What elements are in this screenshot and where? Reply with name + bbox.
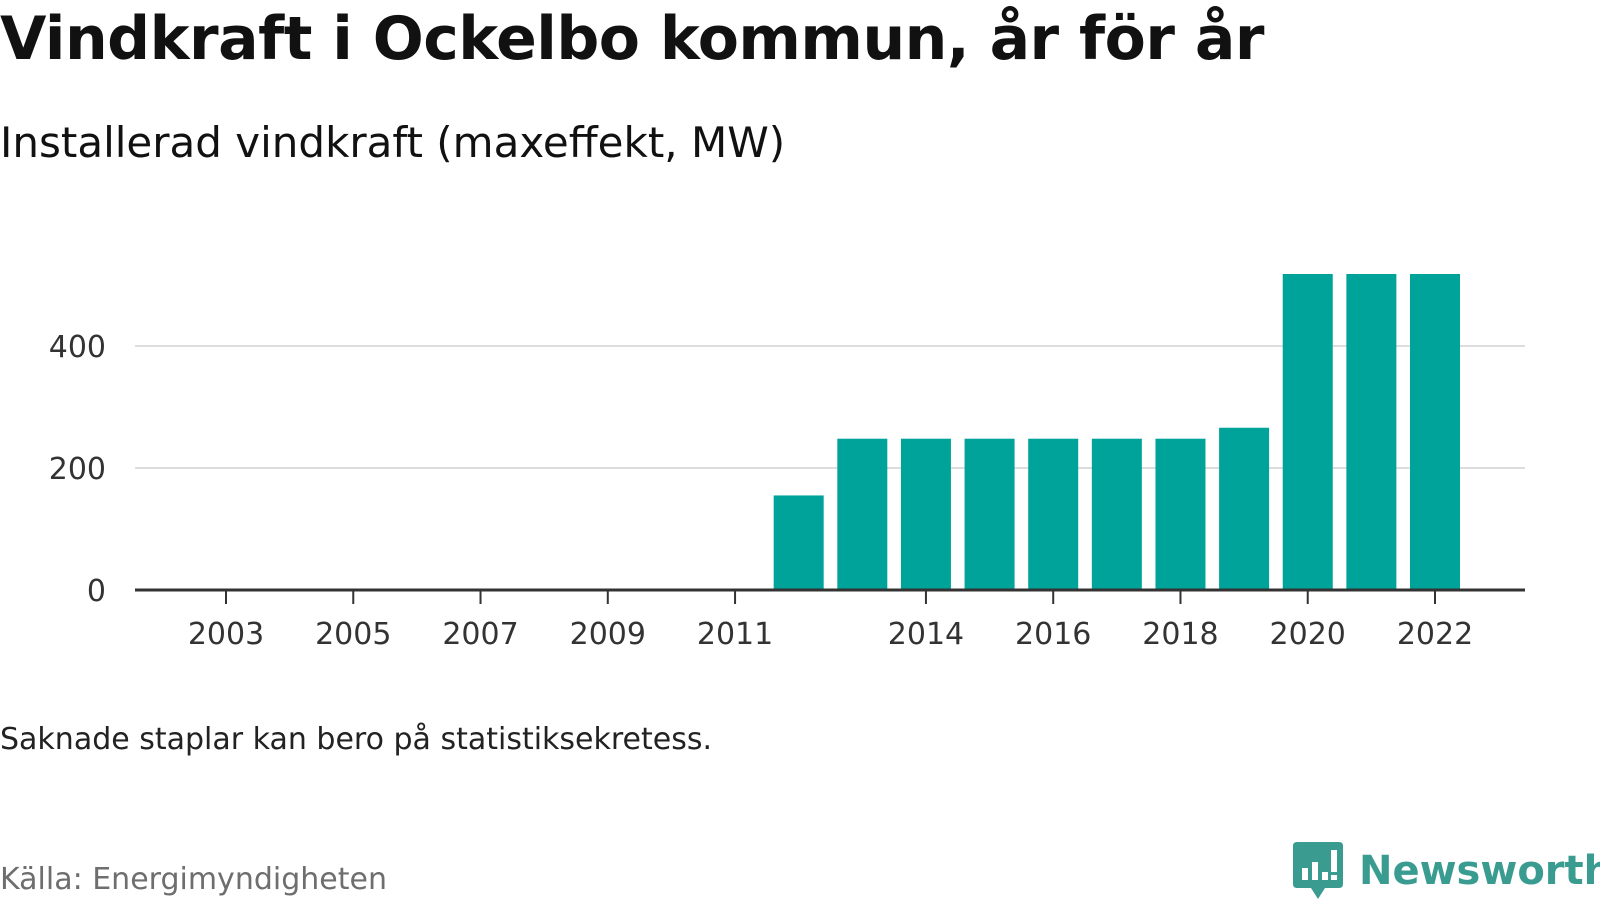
x-tick-label: 2009 xyxy=(570,617,646,652)
bar-chart: 0 200 400 2003 2005 2007 2009 2011 2014 2016 2018 2… xyxy=(49,274,1525,652)
x-tick-label: 2014 xyxy=(888,617,964,652)
bar xyxy=(964,438,1015,590)
y-tick-label: 200 xyxy=(49,452,106,487)
brand-logo: Newsworthy xyxy=(1293,842,1600,900)
bar xyxy=(1346,274,1397,590)
x-tick-label: 2007 xyxy=(442,617,518,652)
bar-chart-speech-bubble-icon xyxy=(1293,842,1343,899)
x-tick-label: 2022 xyxy=(1397,617,1473,652)
chart-subtitle: Installerad vindkraft (maxeffekt, MW) xyxy=(0,118,786,167)
bar xyxy=(1028,438,1079,590)
bar xyxy=(1155,438,1206,590)
x-tick-label: 2003 xyxy=(188,617,264,652)
bar xyxy=(837,438,888,590)
x-tick-label: 2011 xyxy=(697,617,773,652)
source-label: Källa: Energimyndigheten xyxy=(0,862,387,897)
bar xyxy=(1282,274,1333,590)
bar xyxy=(900,438,951,590)
footnote: Saknade staplar kan bero på statistiksek… xyxy=(0,722,713,757)
bar xyxy=(1091,438,1142,590)
bar xyxy=(1410,274,1460,590)
x-tick-label: 2018 xyxy=(1142,617,1218,652)
x-tick-label: 2005 xyxy=(315,617,391,652)
y-tick-label: 0 xyxy=(87,574,106,609)
bar xyxy=(773,495,824,590)
x-tick-label: 2020 xyxy=(1270,617,1346,652)
bar xyxy=(1219,427,1270,590)
x-tick-label: 2016 xyxy=(1015,617,1091,652)
brand-name: Newsworthy xyxy=(1359,848,1600,894)
chart-title: Vindkraft i Ockelbo kommun, år för år xyxy=(0,4,1264,74)
y-tick-label: 400 xyxy=(49,330,106,365)
